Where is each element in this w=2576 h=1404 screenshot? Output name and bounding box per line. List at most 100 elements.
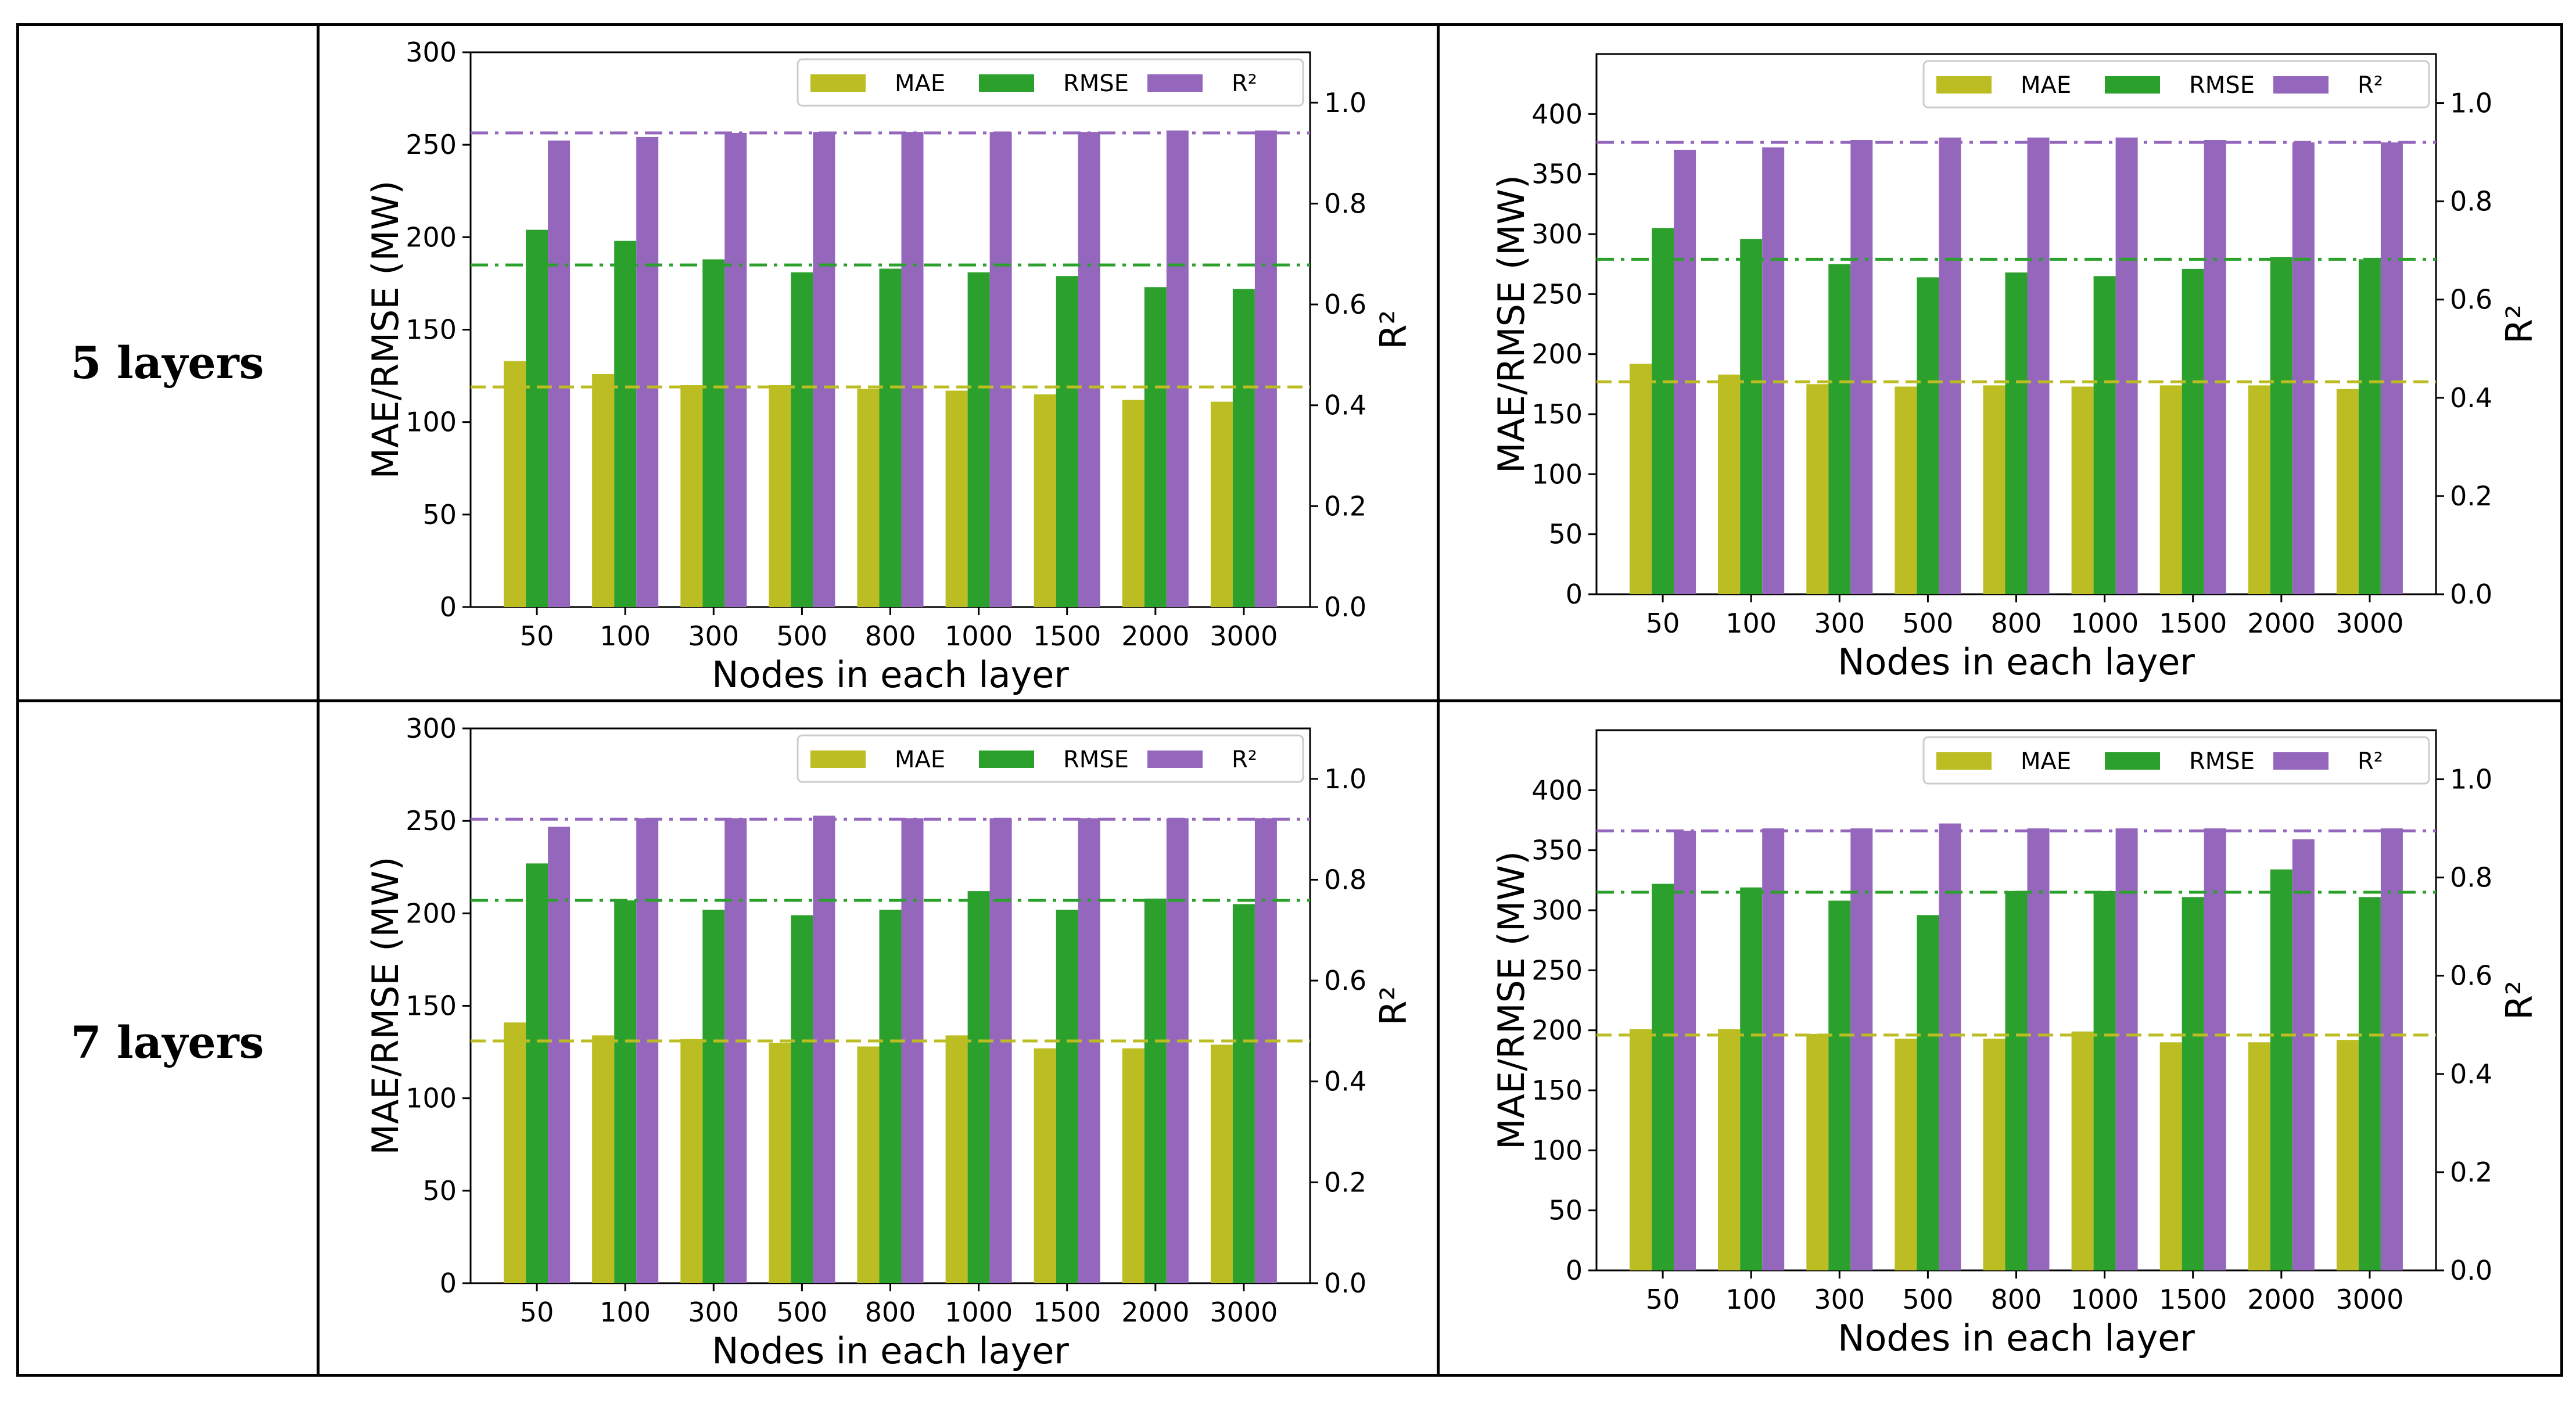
chart0-xtick-label-500: 500 (776, 620, 827, 652)
chart2-mae-bar-800 (857, 1046, 880, 1283)
chart1-xtick-label-800: 800 (1991, 608, 2042, 639)
chart0-rmse-bar-2000 (1144, 287, 1167, 607)
chart3-xtick-label-100: 100 (1725, 1284, 1777, 1315)
chart1-rmse-bar-800 (2005, 272, 2028, 595)
chart0-r-bar-800 (901, 132, 924, 607)
chart0-xtick-label-1500: 1500 (1033, 620, 1101, 652)
chart1-r-bar-1000 (2115, 137, 2138, 594)
chart1-r-bar-1500 (2204, 140, 2226, 594)
chart2-xtick-label-1500: 1500 (1033, 1297, 1101, 1328)
chart1-ytick-label-350: 350 (1531, 159, 1583, 190)
chart3-xtick-label-1500: 1500 (2159, 1284, 2227, 1315)
chart3-ytick-label-300: 300 (1531, 895, 1583, 926)
chart1-mae-bar-50 (1630, 364, 1652, 594)
chart1-ytick-label-400: 400 (1531, 98, 1583, 130)
chart2-rmse-bar-500 (791, 915, 813, 1283)
chart0-xtick-label-3000: 3000 (1210, 620, 1278, 652)
chart3-xtick-label-50: 50 (1646, 1284, 1680, 1315)
chart3-y2tick-label-1.0: 1.0 (2450, 764, 2492, 795)
chart2-y2tick-label-0.6: 0.6 (1324, 965, 1366, 996)
chart3-rmse-bar-500 (1917, 915, 1939, 1270)
chart0-xtick-label-800: 800 (865, 620, 916, 652)
chart2-xtick-label-300: 300 (688, 1297, 739, 1328)
chart2-y-axis-title: MAE/RMSE (MW) (364, 857, 407, 1155)
chart2-xtick-label-500: 500 (776, 1297, 827, 1328)
chart2-r-bar-300 (724, 818, 747, 1283)
chart2-xtick-label-50: 50 (520, 1297, 554, 1328)
chart3-legend-swatch-2 (2273, 752, 2329, 770)
chart1-mae-bar-1000 (2071, 386, 2094, 594)
chart3-ytick-label-350: 350 (1531, 835, 1583, 866)
chart3-mae-bar-50 (1630, 1029, 1652, 1270)
chart2-mae-bar-1000 (945, 1035, 968, 1283)
chart3-xtick-label-800: 800 (1991, 1284, 2042, 1315)
chart3-rmse-bar-50 (1652, 884, 1674, 1270)
chart2-y2tick-label-0.4: 0.4 (1324, 1066, 1366, 1097)
chart1-r-bar-2000 (2292, 142, 2315, 594)
chart3-r-bar-300 (1850, 828, 1873, 1270)
chart3-mae-bar-1500 (2159, 1042, 2182, 1270)
chart3-mae-bar-100 (1718, 1029, 1741, 1270)
chart2-mae-bar-2000 (1122, 1048, 1145, 1283)
chart1-rmse-bar-100 (1740, 239, 1763, 594)
chart0-legend-label-1: RMSE (1063, 70, 1129, 97)
chart2-mae-bar-1500 (1034, 1048, 1056, 1283)
chart2-legend-swatch-0 (810, 751, 866, 768)
chart0-rmse-bar-1000 (967, 272, 990, 607)
chart0-y2tick-label-0.4: 0.4 (1324, 390, 1366, 421)
chart3-xtick-label-500: 500 (1902, 1284, 1953, 1315)
chart2-ytick-label-0: 0 (440, 1267, 457, 1299)
chart3-ytick-label-400: 400 (1531, 774, 1583, 806)
chart3-ytick-label-200: 200 (1531, 1015, 1583, 1046)
chart0-y2-axis-title: R² (1372, 310, 1415, 350)
chart0-legend-box (797, 58, 1304, 107)
chart0-y2tick-label-1.0: 1.0 (1324, 87, 1366, 119)
chart1-rmse-bar-500 (1917, 277, 1939, 594)
chart1-mae-bar-3000 (2336, 389, 2359, 594)
chart0-ytick-label-200: 200 (406, 221, 457, 253)
chart3-xtick-label-3000: 3000 (2335, 1284, 2403, 1315)
chart2-xtick-label-2000: 2000 (1121, 1297, 1189, 1328)
chart3-y2-axis-title: R² (2498, 981, 2541, 1020)
chart0-y2tick-label-0.8: 0.8 (1324, 188, 1366, 219)
chart2-mae-bar-50 (504, 1022, 526, 1283)
chart3-ytick-label-250: 250 (1531, 954, 1583, 986)
chart1-rmse-bar-1000 (2093, 276, 2116, 594)
chart1-legend-label-1: RMSE (2189, 72, 2255, 99)
chart1-legend-swatch-0 (1936, 76, 1992, 94)
chart1-r-bar-800 (2027, 137, 2050, 594)
chart3-r-bar-800 (2027, 828, 2050, 1270)
chart2-r-bar-2000 (1166, 818, 1189, 1283)
chart0-mae-bar-50 (504, 361, 526, 607)
chart1-rmse-bar-50 (1652, 228, 1674, 594)
chart1-legend-label-0: MAE (2021, 72, 2071, 99)
chart1-xtick-label-1500: 1500 (2159, 608, 2227, 639)
chart2-r-bar-800 (901, 818, 924, 1283)
chart3-rmse-bar-2000 (2270, 869, 2292, 1270)
chart1-mae-bar-1500 (2159, 385, 2182, 594)
chart2-legend-swatch-1 (979, 751, 1034, 768)
chart1-ytick-label-0: 0 (1566, 579, 1583, 610)
chart3-mae-bar-1000 (2071, 1031, 2094, 1270)
chart0-xtick-label-2000: 2000 (1121, 620, 1189, 652)
row-label-7-layers: 7 layers (70, 1017, 264, 1068)
chart0-xtick-label-1000: 1000 (945, 620, 1013, 652)
chart0-y2tick-label-0.0: 0.0 (1324, 591, 1366, 623)
chart0-mae-bar-1000 (945, 390, 968, 607)
chart0-r-bar-500 (813, 132, 835, 607)
chart0-ytick-label-300: 300 (406, 37, 457, 68)
row-divider (16, 699, 2563, 702)
chart1-r-bar-500 (1939, 137, 1961, 594)
chart2-rmse-bar-3000 (1232, 904, 1255, 1283)
chart2-mae-bar-3000 (1210, 1044, 1233, 1283)
chart0-r-bar-2000 (1166, 130, 1189, 608)
chart2-rmse-bar-800 (879, 910, 902, 1283)
chart0-legend-swatch-2 (1147, 74, 1203, 92)
chart1-y2-axis-title: R² (2498, 304, 2541, 344)
chart3-mae-bar-3000 (2336, 1040, 2359, 1270)
chart1-legend-swatch-2 (2273, 76, 2329, 94)
chart3-y2tick-label-0.0: 0.0 (2450, 1255, 2492, 1286)
chart2-xtick-label-100: 100 (600, 1297, 651, 1328)
chart3-r-bar-3000 (2380, 828, 2403, 1270)
chart3-legend-swatch-1 (2105, 752, 2160, 770)
